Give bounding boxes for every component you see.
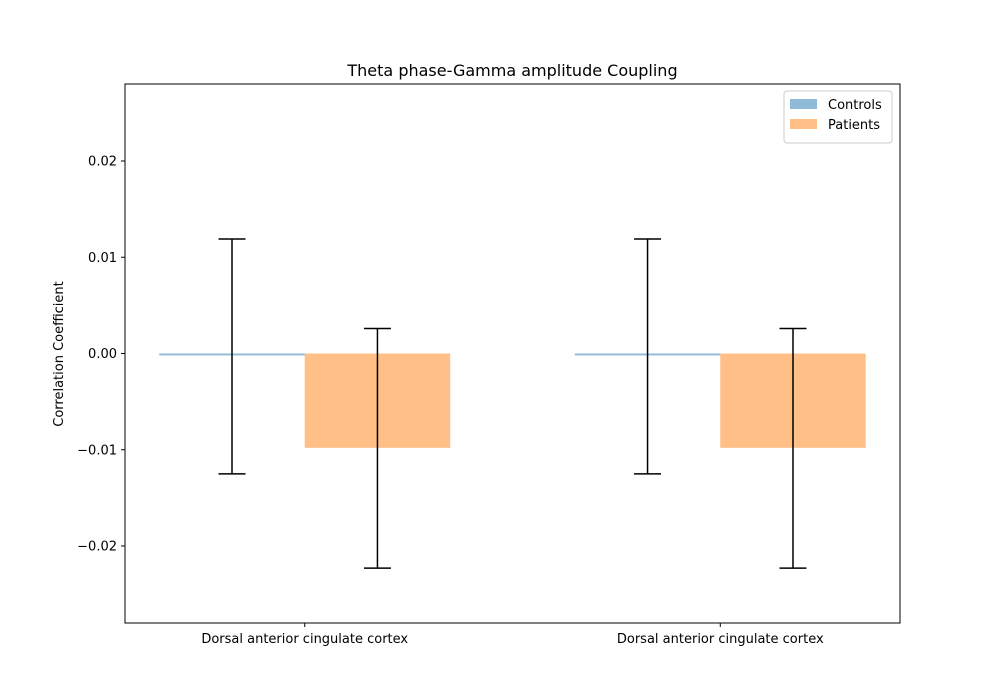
- errorbars-group: [218, 238, 807, 569]
- legend: Controls Patients: [783, 90, 893, 144]
- bars-group: [159, 353, 866, 448]
- y-axis-label: Correlation Coefficient: [52, 281, 67, 427]
- y-tick-label: −0.01: [77, 443, 117, 458]
- x-axis: Dorsal anterior cingulate cortex Dorsal a…: [201, 623, 824, 647]
- chart-title: Theta phase-Gamma amplitude Coupling: [346, 61, 677, 80]
- y-tick-label: 0.00: [88, 347, 117, 362]
- y-tick-label: 0.02: [88, 155, 117, 170]
- y-tick-label: −0.02: [77, 540, 117, 555]
- x-tick-label: Dorsal anterior cingulate cortex: [617, 632, 824, 647]
- y-tick-label: 0.01: [88, 251, 117, 266]
- x-tick-label: Dorsal anterior cingulate cortex: [201, 632, 408, 647]
- legend-swatch-controls: [790, 99, 817, 109]
- legend-swatch-patients: [790, 119, 817, 129]
- legend-label-controls: Controls: [828, 98, 882, 113]
- y-axis: −0.02 −0.01 0.00 0.01 0.02: [77, 155, 125, 555]
- legend-label-patients: Patients: [828, 118, 880, 133]
